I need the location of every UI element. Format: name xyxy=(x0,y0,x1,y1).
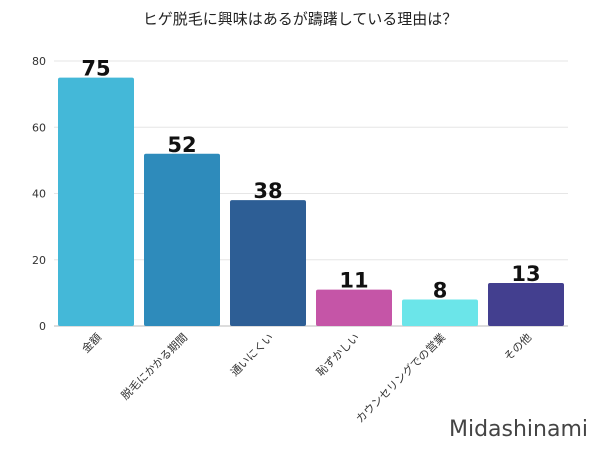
bar xyxy=(230,200,306,326)
x-tick-label: 脱毛にかかる期間 xyxy=(118,330,190,402)
bar xyxy=(58,77,134,326)
data-label: 11 xyxy=(339,269,368,293)
bar xyxy=(316,289,392,326)
y-tick-label: 40 xyxy=(32,188,46,201)
data-label: 75 xyxy=(81,57,110,81)
bar xyxy=(402,299,478,326)
data-label: 38 xyxy=(253,179,282,203)
x-tick-label: カウンセリングでの営業 xyxy=(353,330,448,425)
x-tick-label: 恥ずかしい xyxy=(314,331,362,379)
y-tick-label: 0 xyxy=(39,320,46,333)
x-tick-label: 金額 xyxy=(79,330,104,355)
y-tick-label: 60 xyxy=(32,121,46,134)
y-tick-label: 80 xyxy=(32,55,46,68)
bar xyxy=(488,282,564,326)
chart-title: ヒゲ脱毛に興味はあるが躊躇している理由は？ xyxy=(142,10,458,28)
x-tick-label: その他 xyxy=(502,331,535,364)
data-label: 52 xyxy=(167,133,196,157)
bar xyxy=(144,153,220,326)
y-tick-label: 20 xyxy=(32,254,46,267)
x-tick-label: 通いにくい xyxy=(228,331,276,379)
data-label: 8 xyxy=(433,279,448,303)
data-label: 13 xyxy=(511,262,540,286)
watermark: Midashinami xyxy=(448,417,588,442)
